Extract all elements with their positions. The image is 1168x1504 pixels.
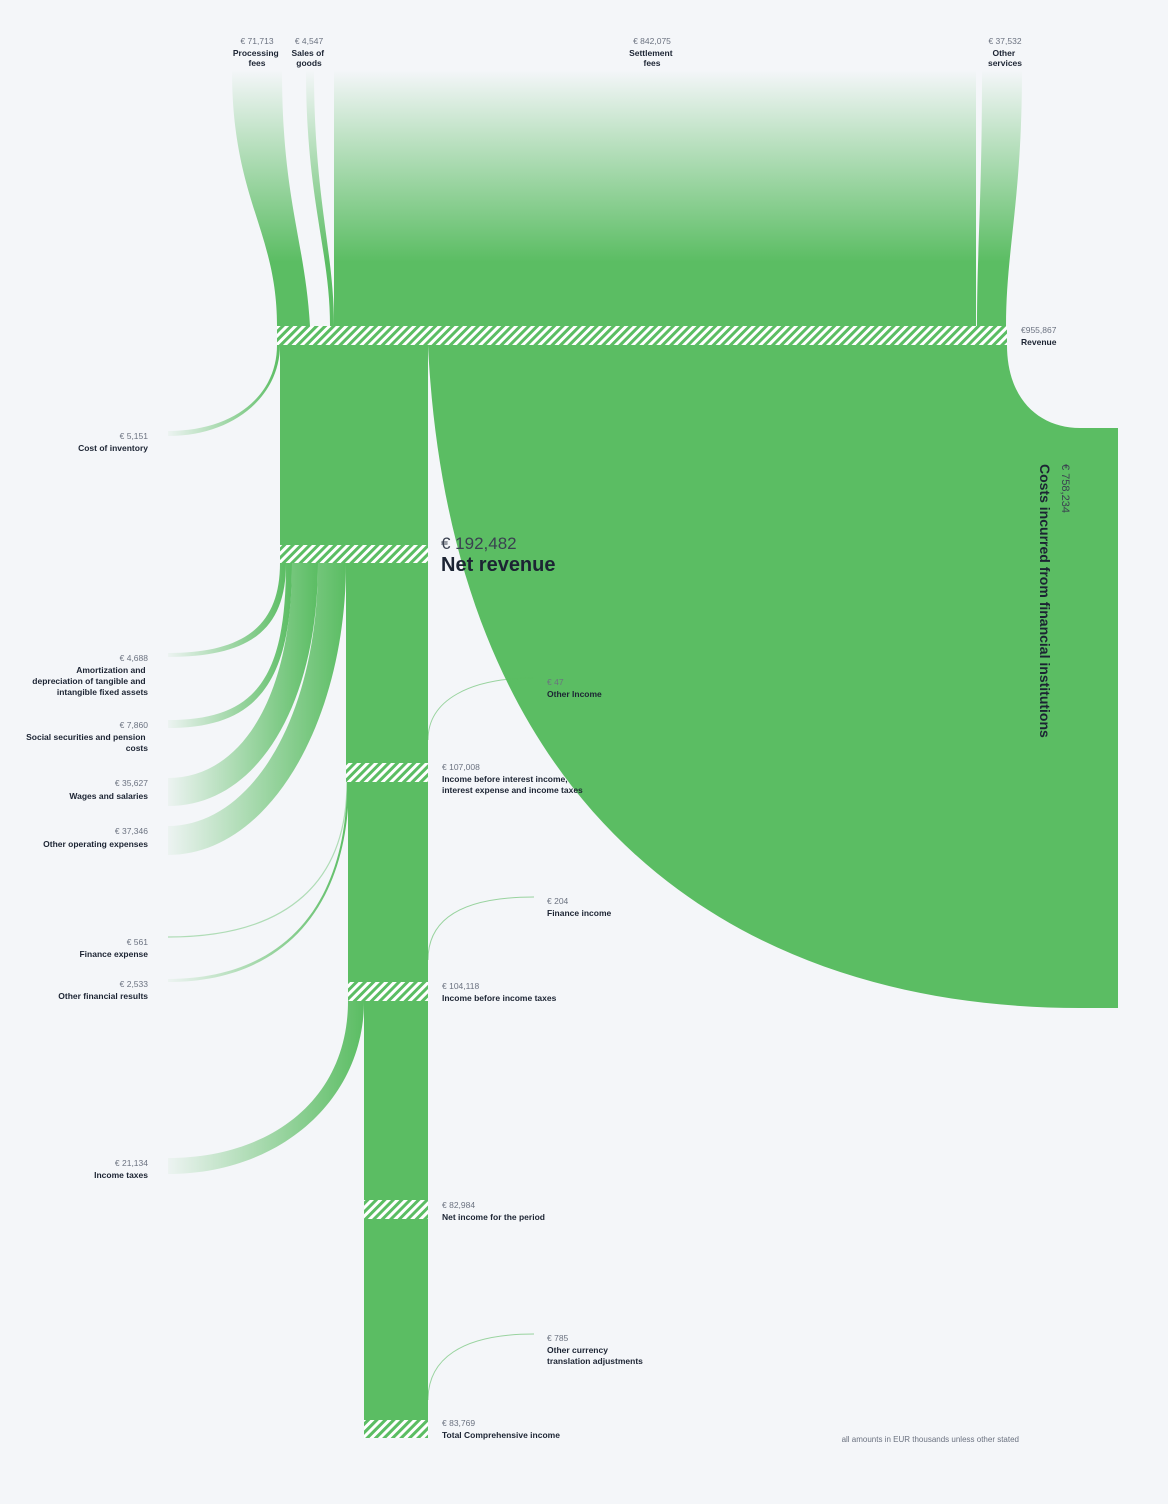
flow-revenue-to-net-revenue (280, 345, 428, 545)
amount-finance-income: € 204 (547, 896, 569, 906)
outflow-costs-financial-institutions (428, 345, 1118, 1008)
amount-ebt: € 104,118 (442, 981, 479, 991)
label-cost-of-inventory: Cost of inventory (78, 443, 148, 453)
amount-amortization: € 4,688 (120, 653, 149, 663)
flow-net-income-to-total (364, 1219, 428, 1420)
amount-sales-of-goods: € 4,547 (295, 36, 324, 46)
amount-income-taxes: € 21,134 (115, 1158, 148, 1168)
outflow-income-taxes (168, 1001, 364, 1174)
label-total-comprehensive: Total Comprehensive income (442, 1430, 560, 1440)
amount-other-income: € 47 (547, 677, 564, 687)
node-net-revenue-bar (280, 545, 428, 563)
label-sales-of-goods: Sales of goods (292, 48, 327, 68)
label-other-services: Other services (988, 48, 1022, 68)
flow-ebit-to-ebt (348, 782, 428, 982)
amount-fx-adjustments: € 785 (547, 1333, 569, 1343)
amount-other-financial-results: € 2,533 (120, 979, 149, 989)
amount-settlement-fees: € 842,075 (633, 36, 671, 46)
label-costs-financial-institutions: Costs incurred from financial institutio… (1037, 464, 1053, 738)
amount-cost-of-inventory: € 5,151 (120, 431, 149, 441)
node-total-comprehensive-bar (364, 1420, 428, 1438)
outflow-wages-salaries (168, 563, 318, 806)
outflow-other-operating-expenses (168, 563, 346, 855)
label-fx-adjustments: Other currency translation adjustments (547, 1345, 643, 1366)
outflow-amortization (168, 563, 286, 657)
amount-finance-expense: € 561 (127, 937, 149, 947)
node-ebt-bar (348, 982, 428, 1001)
inflow-settlement-fees (334, 70, 976, 326)
inflow-other-income (427, 677, 535, 741)
label-net-income: Net income for the period (442, 1212, 545, 1222)
outflow-social-securities (168, 563, 292, 728)
amount-wages-salaries: € 35,627 (115, 778, 148, 788)
amount-net-revenue: € 192,482 (441, 534, 517, 553)
label-social-securities: Social securities and pension costs (26, 732, 148, 753)
node-ebit-bar (346, 763, 428, 782)
amount-other-operating-expenses: € 37,346 (115, 826, 148, 836)
label-revenue: Revenue (1021, 337, 1057, 347)
label-finance-income: Finance income (547, 908, 612, 918)
label-other-financial-results: Other financial results (58, 991, 148, 1001)
label-ebt: Income before income taxes (442, 993, 557, 1003)
amount-social-securities: € 7,860 (120, 720, 149, 730)
label-processing-fees: Processing fees (233, 48, 281, 68)
label-amortization: Amortization and depreciation of tangibl… (32, 665, 148, 697)
label-other-income: Other Income (547, 689, 602, 699)
inflow-finance-income (427, 896, 535, 961)
node-net-income-bar (364, 1200, 428, 1219)
amount-ebit: € 107,008 (442, 762, 480, 772)
label-ebit: Income before interest income, interest … (442, 774, 583, 795)
outflow-finance-expense (167, 781, 348, 938)
amount-processing-fees: € 71,713 (240, 36, 273, 46)
label-wages-salaries: Wages and salaries (69, 791, 148, 801)
label-finance-expense: Finance expense (79, 949, 148, 959)
node-revenue-bar (277, 326, 1007, 345)
flow-net-revenue-to-ebit (346, 563, 428, 763)
inflow-fx-adjustments (427, 1333, 535, 1401)
amount-total-comprehensive: € 83,769 (442, 1418, 475, 1428)
unit-footnote: all amounts in EUR thousands unless othe… (842, 1435, 1019, 1444)
amount-revenue: €955,867 (1021, 325, 1057, 335)
amount-other-services: € 37,532 (988, 36, 1021, 46)
outflow-cost-of-inventory (168, 345, 280, 436)
label-income-taxes: Income taxes (94, 1170, 148, 1180)
amount-costs-financial-institutions: € 758,234 (1059, 464, 1071, 513)
amount-net-income: € 82,984 (442, 1200, 475, 1210)
label-settlement-fees: Settlement fees (629, 48, 675, 68)
inflow-sales-of-goods (306, 70, 334, 326)
label-net-revenue: Net revenue (441, 554, 556, 576)
flow-ebt-to-net-income (364, 1001, 428, 1200)
inflow-other-services (977, 70, 1022, 326)
inflow-processing-fees (232, 70, 310, 326)
label-other-operating-expenses: Other operating expenses (43, 839, 148, 849)
